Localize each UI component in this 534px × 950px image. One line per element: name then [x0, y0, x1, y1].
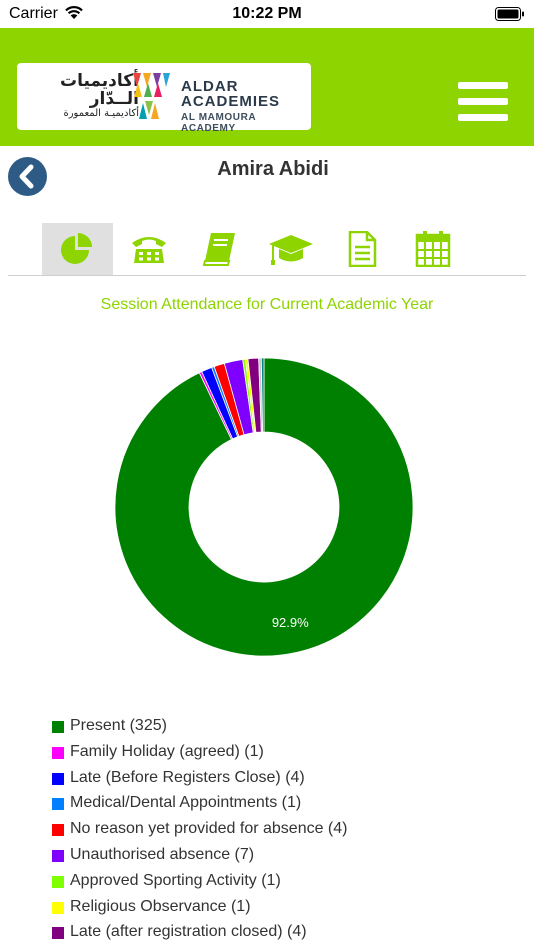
book-icon: [202, 233, 235, 266]
legend-label: Late (after registration closed) (4): [70, 923, 307, 941]
tab-calendar[interactable]: [397, 223, 468, 275]
clock-time: 10:22 PM: [232, 5, 302, 22]
legend-swatch: [52, 721, 64, 733]
menu-bar: [458, 82, 508, 89]
logo-english-text: ALDAR ACADEMIES AL MAMOURA ACADEMY: [181, 79, 311, 134]
legend-label: Late (Before Registers Close) (4): [70, 768, 305, 786]
telephone-icon: [132, 237, 166, 263]
logo-arabic-line3: أكاديميـة المعمورة: [63, 107, 139, 119]
legend-label: Approved Sporting Activity (1): [70, 871, 281, 889]
legend-swatch: [52, 901, 64, 914]
carrier-label: Carrier: [9, 5, 58, 22]
legend-label: Religious Observance (1): [70, 897, 251, 915]
status-bar: Carrier 10:22 PM: [0, 0, 534, 28]
legend-swatch: [52, 772, 64, 785]
logo-arabic-line1: أكاديميات: [59, 71, 139, 91]
battery-icon: [495, 7, 524, 21]
logo-name-line3: AL MAMOURA ACADEMY: [181, 112, 256, 134]
school-logo: أكاديميات الــدّار أكاديميـة المعمورة AL…: [17, 63, 311, 134]
legend-swatch: [52, 927, 64, 940]
back-button[interactable]: [8, 157, 47, 196]
logo-arabic-line2: الــدّار: [89, 88, 139, 109]
document-icon: [348, 231, 377, 267]
legend-swatch: [52, 824, 64, 837]
menu-bar: [458, 114, 508, 121]
donut-slice-extra: [260, 357, 265, 433]
logo-name-line2: ACADEMIES: [181, 93, 281, 110]
legend-label: Present (325): [70, 717, 167, 734]
attendance-title: Session Attendance for Current Academic …: [100, 296, 434, 313]
section-tabs: [8, 222, 526, 276]
slice-percent-label: 92.9%: [272, 615, 309, 630]
legend-label: Unauthorised absence (7): [70, 845, 255, 863]
aldar-logo-mark-icon: [133, 73, 170, 119]
calendar-icon: [415, 231, 451, 267]
legend-swatch: [52, 798, 64, 811]
legend-label: Family Holiday (agreed) (1): [70, 742, 264, 760]
legend-label: Medical/Dental Appointments (1): [70, 794, 302, 812]
wifi-icon: [65, 6, 83, 19]
student-name: Amira Abidi: [217, 158, 329, 180]
donut-slice: [114, 357, 414, 657]
legend-swatch: [52, 849, 64, 862]
legend-swatch: [52, 875, 64, 888]
hamburger-icon[interactable]: [458, 80, 508, 122]
attendance-donut-chart: 92.9%: [114, 357, 414, 657]
tab-academics[interactable]: [255, 223, 326, 275]
logo-name-line1: ALDAR: [181, 78, 239, 95]
tab-reports[interactable]: [326, 223, 397, 275]
legend-swatch: [52, 746, 64, 759]
logo-arabic-text: أكاديميات الــدّار أكاديميـة المعمورة: [27, 71, 139, 119]
tab-attendance[interactable]: [42, 223, 113, 275]
chevron-left-icon: [19, 164, 34, 189]
menu-bar: [458, 98, 508, 105]
app-header: أكاديميات الــدّار أكاديميـة المعمورة AL…: [0, 28, 534, 146]
tab-contacts[interactable]: [113, 223, 184, 275]
pie-chart-icon: [61, 233, 92, 264]
graduation-cap-icon: [269, 235, 313, 265]
tab-homework[interactable]: [184, 223, 255, 275]
legend-label: No reason yet provided for absence (4): [70, 820, 348, 838]
